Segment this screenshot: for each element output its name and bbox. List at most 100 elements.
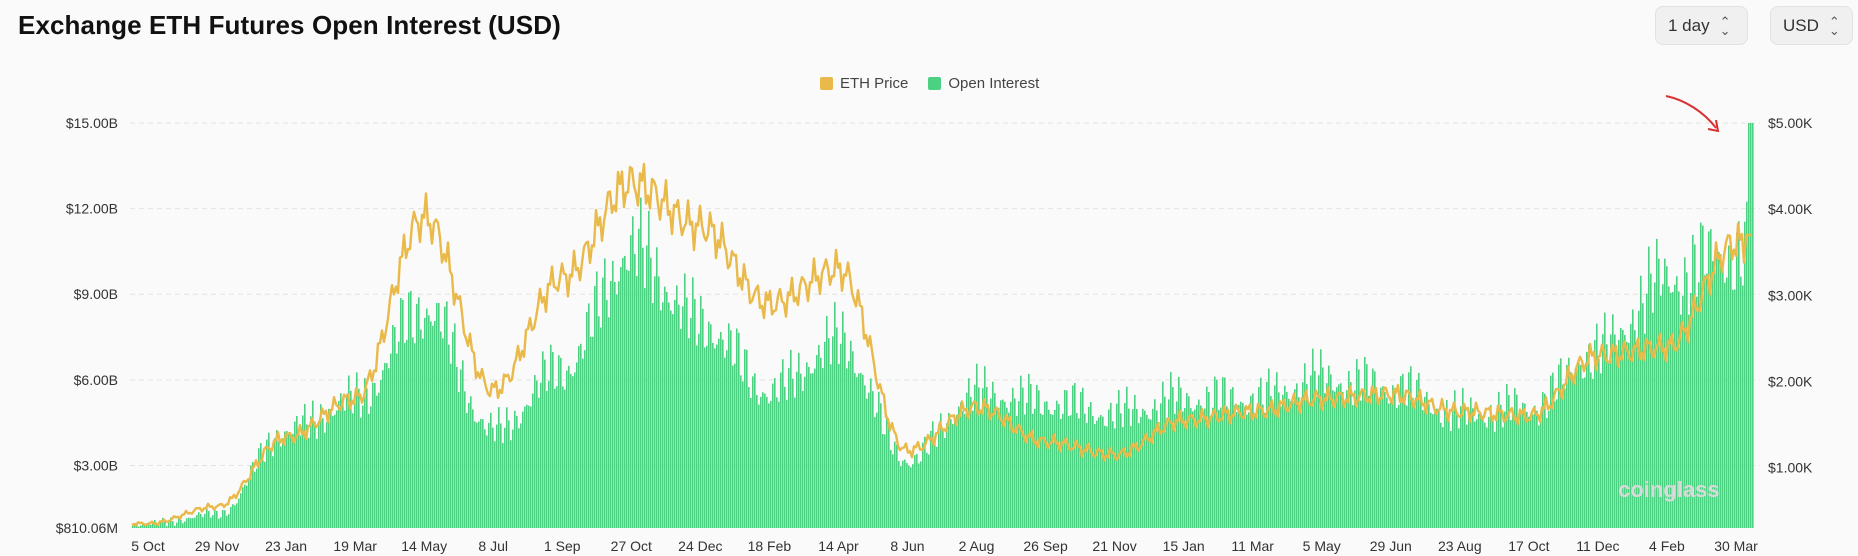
oi-bar: [1728, 245, 1730, 528]
oi-bar: [1262, 404, 1264, 528]
oi-bar: [1746, 201, 1748, 528]
oi-bar: [158, 525, 160, 528]
oi-bar: [1248, 412, 1250, 528]
oi-bar: [410, 291, 412, 528]
legend-label-oi: Open Interest: [948, 75, 1040, 92]
oi-bar: [1600, 373, 1602, 528]
oi-bar: [344, 410, 346, 528]
oi-bar: [1490, 404, 1492, 528]
oi-bar: [292, 434, 294, 528]
oi-bar: [460, 369, 462, 528]
oi-bar: [1650, 273, 1652, 528]
oi-bar: [1322, 367, 1324, 528]
oi-bar: [758, 404, 760, 528]
oi-bar: [656, 247, 658, 529]
oi-bar: [1068, 416, 1070, 528]
oi-bar: [1638, 310, 1640, 528]
oi-bar: [1380, 387, 1382, 528]
oi-bar: [740, 375, 742, 528]
oi-bar: [556, 386, 558, 528]
oi-bar: [700, 295, 702, 528]
oi-bar: [840, 343, 842, 528]
oi-bar: [466, 413, 468, 528]
oi-bar: [1116, 403, 1118, 528]
oi-bar: [1374, 371, 1376, 528]
oi-bar: [778, 401, 780, 528]
oi-bar: [1094, 423, 1096, 528]
oi-bar: [1236, 412, 1238, 528]
x-tick-label: 11 Dec: [1576, 538, 1619, 554]
oi-bar: [1162, 381, 1164, 528]
oi-bar: [1480, 413, 1482, 528]
oi-bar: [704, 347, 706, 528]
oi-bar: [480, 419, 482, 528]
oi-bar: [1034, 408, 1036, 528]
oi-bar: [692, 277, 694, 528]
oi-bar: [1478, 413, 1480, 528]
oi-bar: [1386, 397, 1388, 528]
oi-bar: [302, 415, 304, 528]
oi-bar: [794, 397, 796, 528]
oi-bar: [1668, 286, 1670, 528]
oi-bar: [1718, 252, 1720, 528]
interval-select[interactable]: 1 day ⌃ ⌄: [1655, 6, 1748, 45]
x-tick-label: 29 Jun: [1370, 538, 1412, 554]
oi-bar: [1204, 408, 1206, 528]
oi-bar: [1118, 390, 1120, 528]
oi-bar: [944, 438, 946, 528]
oi-bar: [880, 403, 882, 528]
x-tick-label: 8 Jun: [890, 538, 924, 554]
oi-bar: [902, 460, 904, 528]
oi-bar: [488, 422, 490, 528]
oi-bar: [940, 413, 942, 528]
x-tick-label: 15 Jan: [1163, 538, 1205, 554]
oi-bar: [440, 331, 442, 528]
oi-bar: [956, 414, 958, 528]
oi-bar: [680, 329, 682, 528]
oi-bar: [1690, 292, 1692, 528]
oi-bar: [1358, 369, 1360, 528]
oi-bar: [416, 303, 418, 528]
oi-bar: [1018, 401, 1020, 528]
oi-bar: [882, 433, 884, 528]
oi-bar: [362, 405, 364, 528]
oi-bar: [1740, 276, 1742, 528]
oi-bar: [1356, 359, 1358, 528]
oi-bar: [784, 386, 786, 528]
oi-bar: [1242, 402, 1244, 528]
oi-bar: [1708, 231, 1710, 529]
oi-bar: [1206, 386, 1208, 528]
oi-bar: [906, 462, 908, 528]
oi-bar: [546, 390, 548, 528]
oi-bar: [1700, 222, 1702, 528]
oi-bar: [894, 441, 896, 528]
oi-bar: [1406, 405, 1408, 528]
legend-item-open-interest[interactable]: Open Interest: [928, 75, 1039, 92]
oi-bar: [540, 382, 542, 528]
oi-bar: [1432, 414, 1434, 528]
oi-bar: [998, 407, 1000, 528]
oi-bar: [1180, 387, 1182, 528]
oi-bar: [244, 484, 246, 528]
currency-select[interactable]: USD ⌃ ⌄: [1770, 6, 1853, 45]
oi-bar: [1020, 375, 1022, 528]
oi-bar: [992, 381, 994, 528]
legend-item-eth-price[interactable]: ETH Price: [820, 75, 908, 92]
oi-bar: [1710, 229, 1712, 528]
oi-bar: [734, 363, 736, 528]
oi-bar: [296, 416, 298, 528]
oi-bar: [1720, 254, 1722, 529]
oi-bar: [1612, 314, 1614, 528]
oi-bar: [1436, 408, 1438, 528]
oi-bar: [782, 359, 784, 528]
left-tick-label: $9.00B: [74, 286, 118, 302]
oi-bar: [1278, 392, 1280, 528]
oi-bar: [1454, 390, 1456, 528]
oi-bar: [634, 253, 636, 529]
oi-bar: [726, 350, 728, 528]
oi-bar: [392, 324, 394, 528]
oi-bar: [288, 432, 290, 528]
x-tick-label: 5 Oct: [131, 538, 165, 554]
oi-bar: [464, 391, 466, 528]
oi-bar: [618, 281, 620, 528]
